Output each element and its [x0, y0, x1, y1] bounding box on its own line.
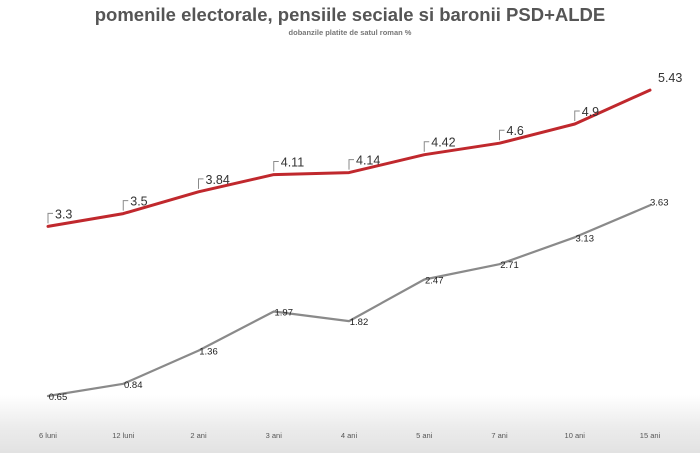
data-label: 3.84: [206, 173, 230, 187]
data-label: 4.42: [431, 136, 455, 150]
data-label: 0.84: [124, 380, 143, 391]
data-label: 1.82: [350, 317, 369, 328]
data-label: 2.47: [425, 276, 444, 287]
data-label-bracket: [273, 161, 279, 172]
series-line-0: [46, 88, 652, 228]
series-layer: [46, 88, 652, 398]
x-tick-label: 5 ani: [416, 431, 433, 440]
x-tick-label: 7 ani: [491, 431, 508, 440]
data-label-bracket: [574, 110, 580, 121]
data-labels: 3.3 3.5 3.84 4.11 4.14 4.42 4.6 4.9 5.43 0.65 0.84…: [47, 71, 682, 403]
data-label: 4.9: [582, 105, 599, 119]
data-label: 1.36: [199, 347, 218, 358]
data-label: 3.63: [650, 197, 669, 208]
data-label: 4.6: [507, 124, 524, 138]
data-label-bracket: [423, 141, 430, 152]
data-label: 4.11: [281, 156, 304, 170]
data-label-bracket: [47, 212, 53, 224]
x-tick-label: 4 ani: [341, 431, 358, 440]
x-tick-label: 3 ani: [266, 431, 283, 440]
data-label: 3.13: [576, 233, 595, 244]
data-label-bracket: [499, 129, 505, 141]
data-label: 3.5: [130, 195, 147, 209]
bottom-shadow-band: [0, 395, 700, 453]
x-tick-label: 10 ani: [565, 431, 586, 440]
x-tick-label: 2 ani: [190, 431, 207, 440]
chart-title: pomenile electorale, pensiile seciale si…: [94, 4, 606, 25]
x-axis: 6 luni 12 luni 2 ani 3 ani 4 ani 5 ani 7 ani 10…: [39, 431, 661, 440]
data-label: 5.43: [658, 71, 682, 85]
x-tick-label: 15 ani: [640, 431, 661, 440]
x-tick-label: 12 luni: [112, 431, 134, 440]
data-label: 4.14: [356, 154, 380, 168]
chart-subtitle: dobanzile platite de satul roman %: [288, 28, 412, 37]
x-tick-label: 6 luni: [39, 431, 57, 440]
data-label: 0.65: [49, 392, 68, 403]
series-line-1: [46, 204, 652, 398]
data-label: 2.71: [500, 260, 519, 271]
data-label-bracket: [198, 178, 204, 189]
data-label-bracket: [348, 159, 354, 170]
data-label-bracket: [122, 200, 129, 211]
data-label: 1.97: [275, 308, 294, 319]
data-label: 3.3: [55, 207, 72, 221]
